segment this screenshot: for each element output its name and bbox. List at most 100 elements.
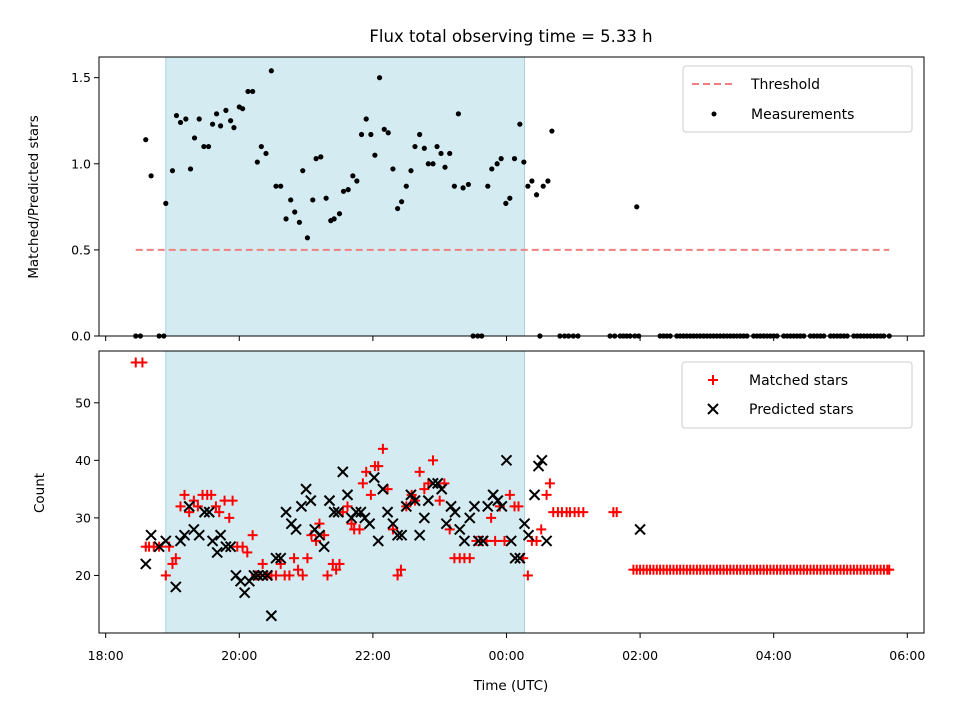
predicted-star-point: [528, 489, 541, 501]
bottom-legend: Matched stars Predicted stars: [681, 361, 913, 429]
matched-star-point: [160, 570, 171, 581]
measurement-point: [438, 150, 444, 157]
measurement-point: [217, 123, 224, 129]
predicted-star-point: [256, 569, 269, 582]
measurement-point: [310, 197, 316, 203]
matched-star-point: [541, 489, 552, 500]
matched-star-point: [884, 564, 895, 575]
measurement-point: [340, 188, 347, 194]
predicted-star-point: [337, 466, 349, 478]
measurement-point: [447, 150, 453, 157]
measurement-point: [385, 130, 391, 136]
matched-star-point: [354, 524, 365, 535]
matched-star-point: [184, 507, 195, 518]
matched-star-point: [490, 535, 501, 546]
predicted-star-point: [381, 506, 394, 518]
matched-star-point: [387, 524, 398, 535]
measurement-point: [245, 88, 251, 95]
matched-star-point: [531, 535, 542, 546]
matched-star-point: [192, 501, 203, 512]
predicted-star-point: [391, 529, 404, 541]
x-tick-label: 22:00: [355, 648, 391, 663]
predicted-star-point: [409, 494, 421, 507]
matched-star-point: [227, 495, 238, 506]
predicted-star-point: [224, 540, 237, 553]
predicted-star-point: [540, 535, 553, 547]
predicted-star-point: [532, 460, 545, 472]
matched-star-point: [175, 501, 186, 512]
y-tick-label: 30: [75, 510, 91, 525]
matched-star-point: [365, 489, 376, 500]
matched-stars-series: [130, 357, 895, 581]
predicted-star-point: [464, 512, 476, 524]
predicted-star-point: [198, 506, 211, 518]
matched-star-point: [342, 501, 353, 512]
measurement-point: [201, 143, 207, 150]
y-tick-label: 20: [75, 568, 91, 583]
measurement-point: [549, 128, 555, 134]
matched-star-point: [237, 541, 248, 552]
matched-star-point: [392, 570, 403, 581]
predicted-star-point: [355, 506, 367, 518]
matched-star-point: [504, 489, 515, 500]
matched-star-point: [522, 570, 533, 581]
bottom-axes-frame: [98, 350, 925, 634]
matched-star-point: [314, 518, 325, 529]
predicted-star-point: [400, 500, 412, 513]
measurement-point: [403, 183, 409, 189]
top-x-axis-ticks: [105, 336, 908, 341]
measurement-point: [313, 156, 319, 162]
measurement-point: [460, 185, 466, 191]
measurement-point: [278, 183, 284, 189]
matched-legend-swatch: [708, 375, 718, 385]
predicted-star-point: [440, 517, 453, 530]
matched-star-point: [331, 564, 342, 575]
measurement-point: [173, 112, 180, 119]
measurement-point: [390, 166, 396, 172]
predicted-star-point: [372, 535, 384, 547]
predicted-star-point: [500, 454, 513, 467]
matched-star-point: [377, 443, 388, 454]
matched-star-point: [513, 501, 524, 512]
predicted-star-point: [518, 517, 531, 530]
predicted-star-point: [305, 494, 317, 507]
predicted-star-point: [145, 529, 157, 541]
measurement-point: [465, 181, 472, 188]
measurement-point: [209, 121, 216, 127]
predicted-star-point: [248, 569, 260, 582]
measurement-point: [304, 235, 311, 241]
measurement-point: [288, 197, 294, 203]
measurement-point: [187, 166, 194, 172]
matched-star-point: [214, 507, 225, 518]
measurement-point: [331, 216, 337, 222]
predicted-star-point: [174, 535, 187, 547]
predicted-star-point: [170, 581, 182, 593]
predicted-star-point: [431, 477, 444, 490]
measurement-point: [372, 152, 378, 158]
predicted-star-point: [295, 500, 308, 513]
y-tick-label: 0.0: [71, 329, 91, 344]
predicted-star-point: [274, 552, 287, 564]
predicted-star-point: [265, 610, 278, 622]
matched-star-point: [297, 570, 308, 581]
measurement-point: [205, 143, 212, 150]
measurement-point: [345, 187, 351, 193]
measurement-point: [381, 126, 387, 132]
predicted-star-point: [377, 483, 389, 495]
predicted-star-point: [252, 569, 264, 582]
measurement-point: [358, 131, 365, 138]
matched-star-point: [361, 466, 372, 477]
predicted-star-point: [492, 494, 504, 507]
predicted-star-point: [454, 523, 466, 536]
measurement-point: [529, 178, 535, 184]
measurement-point: [417, 131, 423, 138]
measurement-point: [323, 195, 329, 201]
predicted-star-point: [363, 517, 376, 530]
predicted-star-point: [332, 506, 344, 518]
predicted-star-point: [206, 535, 219, 547]
matched-star-point: [242, 547, 253, 558]
bottom-x-axis-ticks: 18:00 20:00 22:00 00:00 02:00 04:00 06:00: [88, 633, 925, 663]
predicted-star-point: [509, 552, 521, 564]
predicted-star-point: [193, 529, 205, 541]
measurement-point: [434, 143, 440, 150]
